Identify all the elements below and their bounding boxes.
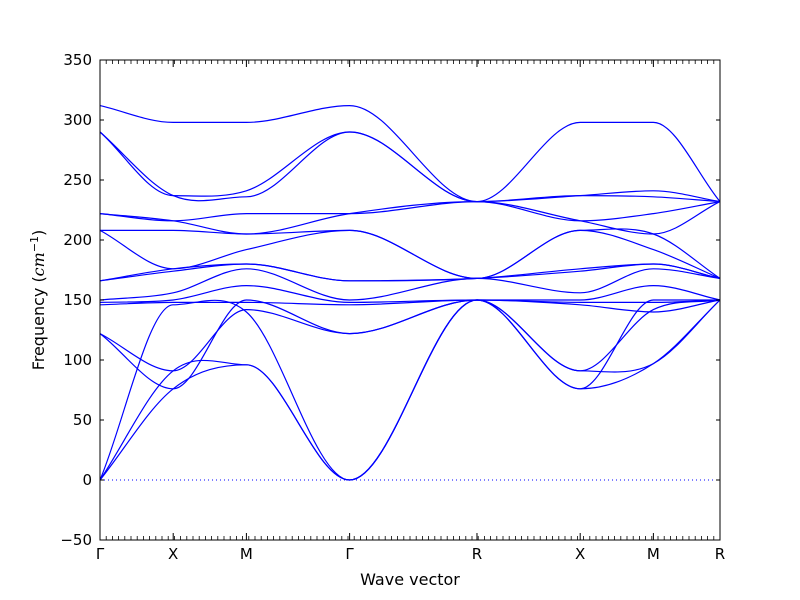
- y-tick-label: 350: [63, 51, 92, 69]
- x-tick-label: X: [168, 545, 178, 563]
- y-tick-label: 0: [82, 471, 92, 489]
- y-axis-unit: cm: [29, 252, 48, 276]
- x-tick-label: Γ: [345, 545, 354, 563]
- y-tick-label: −50: [60, 531, 92, 549]
- band-line-13: [99, 201, 721, 235]
- band-line-3: [99, 299, 721, 481]
- y-tick-label: 300: [63, 111, 92, 129]
- x-tick-label: X: [575, 545, 585, 563]
- y-axis-title: Frequency (cm−1): [28, 230, 48, 371]
- plot-frame: [99, 59, 721, 541]
- y-tick-label: 150: [63, 291, 92, 309]
- band-line-7: [99, 285, 721, 303]
- band-line-14: [99, 201, 721, 222]
- y-tick-label: 200: [63, 231, 92, 249]
- x-tick-label: M: [647, 545, 660, 563]
- x-axis-title: Wave vector: [360, 570, 460, 589]
- band-line-15: [99, 131, 721, 203]
- band-line-8: [99, 268, 721, 301]
- band-line-11: [99, 229, 721, 279]
- x-tick-label: R: [715, 545, 725, 563]
- x-tick-label: Γ: [96, 545, 105, 563]
- y-axis-title-main: Frequency: [29, 288, 48, 371]
- y-tick-label: 100: [63, 351, 92, 369]
- band-line-6: [99, 299, 721, 306]
- band-line-12: [100, 228, 721, 279]
- y-tick-labels: −50 0 50 100 150 200 250 300 350: [60, 51, 92, 549]
- band-line-5: [99, 299, 720, 390]
- y-tick-label: 50: [73, 411, 92, 429]
- band-line-17: [99, 105, 721, 203]
- y-tick-label: 250: [63, 171, 92, 189]
- axis-ticks: [99, 59, 721, 541]
- band-line-16: [99, 131, 721, 203]
- x-tick-label: R: [472, 545, 482, 563]
- y-axis-unit-exponent: −1: [28, 236, 41, 252]
- band-curves: [99, 105, 721, 481]
- x-tick-label: M: [240, 545, 253, 563]
